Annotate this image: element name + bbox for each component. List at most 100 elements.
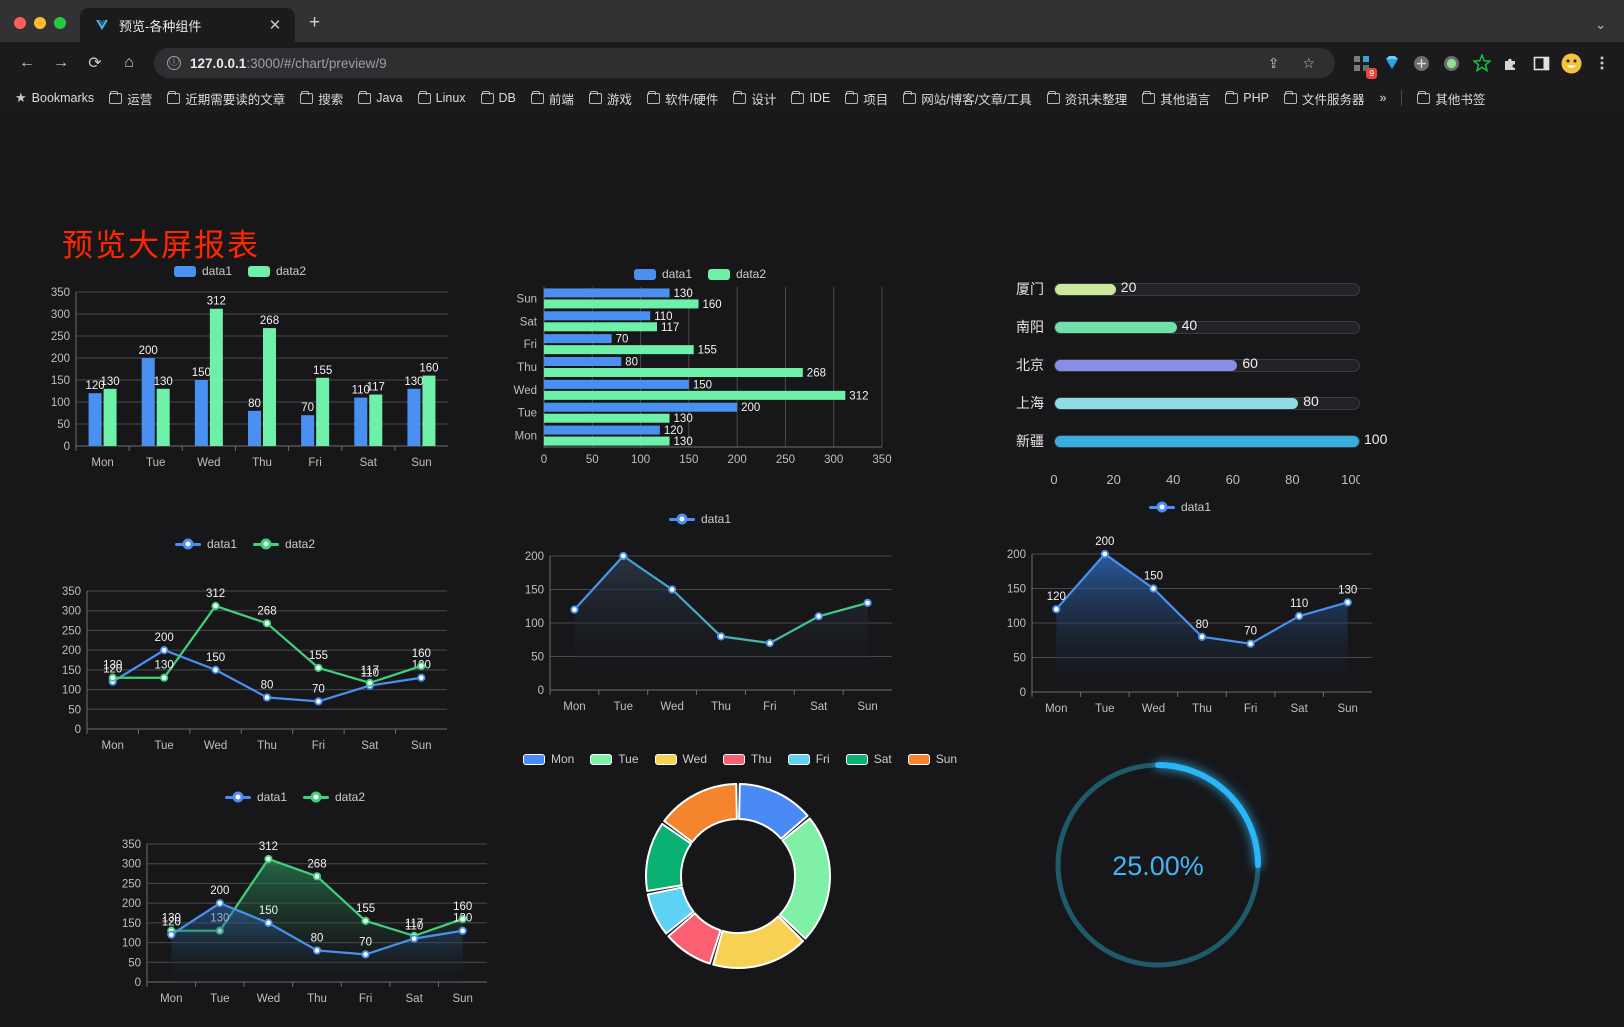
site-info-icon[interactable]: ⓘ	[167, 56, 181, 70]
bookmark-folder[interactable]: 近期需要读的文章	[161, 86, 291, 111]
bookmark-folder[interactable]: 项目	[839, 86, 894, 111]
legend-label: Tue	[618, 752, 639, 766]
close-tab-button[interactable]: ✕	[268, 17, 282, 34]
close-window-button[interactable]	[14, 17, 26, 29]
diamond-icon[interactable]	[1381, 53, 1402, 74]
svg-text:0: 0	[1020, 687, 1026, 699]
window-traffic-lights[interactable]	[0, 17, 80, 42]
sidepanel-icon[interactable]	[1531, 53, 1552, 74]
legend-item-data1[interactable]: data1	[174, 537, 237, 551]
bookmark-folder[interactable]: 资讯未整理	[1041, 86, 1134, 111]
address-bar[interactable]: ⓘ 127.0.0.1:3000/#/chart/preview/9 ⇪ ☆	[154, 48, 1335, 78]
chart-bar-vertical[interactable]: data1 data2 0 50 100 150 200 250 300 350 Mon Tue W…	[30, 264, 450, 498]
legend-item-wed[interactable]: Wed	[654, 752, 707, 766]
pie-slice-sat[interactable]	[645, 822, 692, 892]
chart-area-single[interactable]: data1 0 50 100 150 200 Mon Tue Wed Thu Fri Sat Sun 1…	[980, 500, 1380, 724]
folder-icon	[167, 90, 181, 104]
svg-text:350: 350	[872, 454, 891, 466]
legend-item-data2[interactable]: data2	[303, 790, 365, 804]
progress-row[interactable]: 北京 60	[1000, 346, 1360, 384]
pie-slice-thu[interactable]	[667, 912, 722, 965]
legend-item-data1[interactable]: data1	[668, 512, 731, 526]
bookmark-folder[interactable]: 游戏	[583, 86, 638, 111]
bookmark-folder[interactable]: 其他语言	[1136, 86, 1216, 111]
bookmarks-overflow-button[interactable]: »	[1379, 91, 1387, 105]
minimize-window-button[interactable]	[34, 17, 46, 29]
reload-button[interactable]: ⟳	[88, 55, 102, 72]
green-circle-icon[interactable]	[1441, 53, 1462, 74]
bookmark-folder[interactable]: PHP	[1219, 88, 1275, 108]
back-button[interactable]: ←	[19, 54, 35, 71]
legend-item-data2[interactable]: data2	[708, 267, 766, 281]
svg-text:350: 350	[62, 586, 81, 598]
legend-item-mon[interactable]: Mon	[522, 752, 575, 766]
puzzle-icon[interactable]	[1501, 53, 1522, 74]
chart-donut[interactable]: Mon Tue Wed Thu Fri Sat Sun	[522, 752, 957, 991]
bookmark-folder[interactable]: 运营	[103, 86, 158, 111]
new-tab-button[interactable]: +	[309, 12, 321, 33]
svg-text:120: 120	[85, 380, 104, 392]
chart-legend[interactable]: data1 data2	[95, 790, 495, 804]
chart-area-stacked[interactable]: data1 data2 0 50 100 150 200 250 300 350 Mon Tue W…	[95, 790, 495, 1014]
chart-line-double[interactable]: data1 data2 0 50 100 150 200 250 300 350 Mon Tue W…	[35, 537, 455, 766]
pie-slice-sun[interactable]	[663, 783, 738, 843]
chart-legend[interactable]: data1	[500, 512, 900, 526]
legend-item-thu[interactable]: Thu	[723, 752, 772, 766]
forward-button[interactable]: →	[53, 54, 69, 71]
legend-item-data1[interactable]: data1	[173, 264, 232, 278]
pie-slice-tue[interactable]	[778, 817, 831, 940]
kebab-menu-icon[interactable]	[1591, 53, 1612, 74]
chart-progress-bars[interactable]: 厦门 20 南阳 40 北京 60 上海 80 新疆 100 0 20 40 60 80 100	[1000, 270, 1387, 505]
chart-gauge[interactable]: 25.00%	[1040, 742, 1280, 992]
profile-avatar[interactable]	[1561, 53, 1582, 74]
home-button[interactable]: ⌂	[124, 54, 134, 71]
chart-line-gradient[interactable]: data1 0 50 100 150 200 Mon Tue Wed Thu Fri Sat Sun	[500, 512, 900, 731]
chart-bar-horizontal[interactable]: data1 data2 0 50 100 150 200 250 300 350 Sun Sat F…	[500, 267, 900, 481]
progress-row[interactable]: 上海 80	[1000, 384, 1360, 422]
bookmark-folder[interactable]: Java	[352, 88, 408, 108]
chart-legend[interactable]: data1 data2	[500, 267, 900, 281]
legend-item-data2[interactable]: data2	[248, 264, 306, 278]
bookmark-folder[interactable]: DB	[475, 88, 522, 108]
progress-row[interactable]: 新疆 100	[1000, 422, 1387, 460]
bookmark-folder[interactable]: 搜索	[294, 86, 349, 111]
progress-row[interactable]: 厦门 20	[1000, 270, 1360, 308]
pie-slice-wed[interactable]	[712, 915, 804, 969]
extensions-grid-icon[interactable]: 9	[1351, 53, 1377, 79]
bookmark-folder[interactable]: IDE	[785, 88, 836, 108]
chart-legend[interactable]: data1 data2	[35, 537, 455, 551]
chart-legend[interactable]: Mon Tue Wed Thu Fri Sat Sun	[522, 752, 957, 766]
bookmark-folder[interactable]: 软件/硬件	[641, 86, 724, 111]
bookmark-star-icon[interactable]: ☆	[1302, 54, 1315, 71]
maximize-window-button[interactable]	[54, 17, 66, 29]
progress-row[interactable]: 南阳 40	[1000, 308, 1360, 346]
legend-item-data1[interactable]: data1	[633, 267, 692, 281]
share-icon[interactable]: ⇪	[1267, 54, 1280, 71]
bookmark-folder[interactable]: Linux	[412, 88, 472, 108]
pie-slice-fri[interactable]	[646, 886, 695, 935]
legend-label: data2	[276, 264, 307, 278]
svg-text:Fri: Fri	[312, 740, 325, 752]
legend-item-fri[interactable]: Fri	[787, 752, 830, 766]
bookmark-folder[interactable]: 设计	[727, 86, 782, 111]
chevron-down-icon[interactable]: ⌄	[1595, 17, 1606, 32]
legend-label: Mon	[550, 752, 575, 766]
browser-tab[interactable]: 预览-各种组件 ✕	[80, 8, 295, 42]
pie-slice-mon[interactable]	[738, 783, 809, 840]
grammarly-icon[interactable]	[1411, 53, 1432, 74]
legend-item-tue[interactable]: Tue	[590, 752, 639, 766]
bookmark-other[interactable]: 其他书签	[1411, 86, 1491, 111]
green-star-icon[interactable]	[1471, 53, 1492, 74]
bookmark-label: 其他书签	[1435, 92, 1486, 107]
legend-item-sat[interactable]: Sat	[845, 752, 892, 766]
bookmark-folder[interactable]: 文件服务器	[1278, 86, 1371, 111]
legend-item-sun[interactable]: Sun	[907, 752, 957, 766]
legend-item-data2[interactable]: data2	[253, 537, 315, 551]
chart-legend[interactable]: data1	[980, 500, 1380, 514]
chart-legend[interactable]: data1 data2	[30, 264, 450, 278]
bookmark-folder[interactable]: 前端	[525, 86, 580, 111]
legend-item-data1[interactable]: data1	[224, 790, 287, 804]
bookmark-folder[interactable]: 网站/博客/文章/工具	[897, 86, 1037, 111]
bookmark-bookmarks[interactable]: ★ Bookmarks	[9, 87, 100, 109]
legend-item-data1[interactable]: data1	[1148, 500, 1211, 514]
